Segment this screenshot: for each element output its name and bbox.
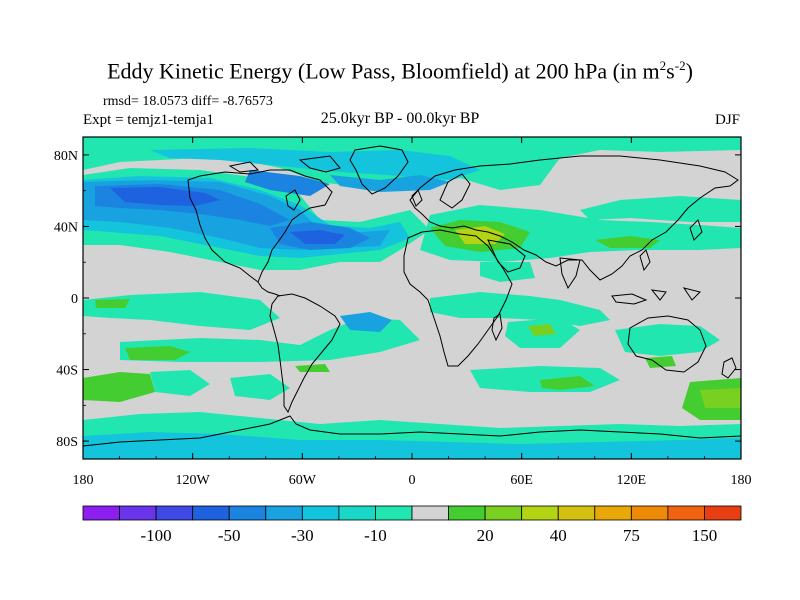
x-tick-label: 60W (289, 473, 317, 488)
x-tick-label: 120E (617, 473, 647, 488)
colorbar-swatch (155, 505, 194, 521)
colorbar-swatch (375, 505, 413, 521)
coastlines (83, 145, 741, 447)
coast-africa (403, 229, 513, 367)
x-tick-label: 60E (510, 473, 533, 488)
x-tick-label: 120W (176, 473, 211, 488)
field-layer (83, 137, 741, 459)
contour-sa-green2 (295, 364, 330, 372)
colorbar-swatch (338, 505, 376, 521)
colorbar-swatch (704, 505, 742, 521)
contour-tasman-lime (700, 388, 741, 408)
colorbar-label: 40 (550, 526, 567, 545)
coast-south-america (269, 293, 341, 414)
colorbar-swatch (82, 505, 120, 521)
coast-greenland (349, 145, 409, 195)
contour-trop-pacific-green (95, 299, 130, 308)
colorbar-swatch (448, 505, 486, 521)
coast-uk (411, 189, 423, 207)
axes: 180 120W 60W 0 60E 120E 180 80N 40N 0 40S 80S (54, 137, 752, 488)
colorbar-swatch (301, 505, 340, 521)
period-label: 25.0kyr BP - 00.0kyr BP (320, 110, 480, 127)
season-label: DJF (714, 112, 740, 128)
y-tick-label: 80S (56, 435, 78, 450)
contour-atl-blue (245, 170, 330, 196)
coast-se-asia-islands (611, 249, 701, 305)
x-tick-label: 180 (731, 473, 752, 488)
chart-title: Eddy Kinetic Energy (Low Pass, Bloomfiel… (107, 58, 693, 84)
colorbar-swatch (557, 505, 596, 521)
colorbar-label: -50 (218, 526, 241, 545)
colorbar-label: -10 (364, 526, 387, 545)
coast-north-america (187, 169, 333, 283)
contour-se-asia-green (595, 236, 660, 248)
colorbar-label: -100 (141, 526, 172, 545)
coast-europe-asia (409, 155, 739, 281)
colorbar-label: 20 (477, 526, 494, 545)
coast-antarctica (83, 415, 741, 447)
coast-arabia (487, 239, 526, 273)
colorbar-label: 75 (623, 526, 640, 545)
contour-trop-pacific (83, 292, 280, 330)
coast-scandinavia (439, 173, 471, 209)
coast-india (559, 257, 581, 290)
colorbar-swatch (484, 505, 523, 521)
contour-antarctic-inner (83, 432, 741, 459)
contour-na-core (290, 230, 345, 244)
stats-label: rmsd= 18.0573 diff= -8.76573 (103, 94, 273, 109)
contour-australia-teal (615, 324, 720, 356)
coast-madagascar (491, 313, 503, 342)
colorbar-label: 150 (692, 526, 718, 545)
experiment-label: Expt = temjz1-temja1 (83, 112, 214, 128)
colorbar: -100 -50 -30 -10 20 40 75 150 (82, 505, 742, 545)
contour-arctic-inner (150, 148, 480, 180)
colorbar-swatch (411, 505, 449, 521)
colorbar-swatch (265, 505, 303, 521)
x-tick-label: 180 (73, 473, 94, 488)
y-tick-label: 40N (54, 220, 78, 235)
colorbar-label: -30 (291, 526, 314, 545)
contour-sa-green (125, 346, 190, 360)
y-tick-label: 80N (54, 149, 78, 164)
coast-new-zealand (721, 357, 737, 379)
contour-sp-teal (150, 370, 210, 396)
colorbar-swatch (192, 505, 230, 521)
colorbar-swatch (228, 505, 267, 521)
contour-madagascar-lime (528, 324, 556, 336)
coast-arctic-islands (228, 155, 341, 173)
coast-central-america (257, 281, 281, 297)
contour-pacific-east (580, 196, 741, 222)
contour-australia-green (645, 356, 676, 368)
contour-indian-teal (430, 292, 610, 326)
contour-sp-green (83, 372, 155, 402)
y-tick-label: 40S (56, 364, 78, 379)
y-axis: 80N 40N 0 40S 80S (54, 149, 741, 450)
colorbar-swatch (594, 505, 632, 521)
coast-japan (689, 219, 703, 241)
coast-hudson-bay (285, 189, 301, 211)
contour-sa-teal (120, 318, 420, 362)
colorbar-swatch (667, 505, 705, 521)
coast-australia (627, 315, 707, 373)
contour-np-core (110, 187, 220, 206)
y-tick-label: 0 (71, 292, 78, 307)
contour-se-pacific-teal (230, 374, 290, 400)
contour-atlantic-sky (340, 312, 392, 332)
contour-mideast-lime (455, 226, 505, 244)
x-tick-label: 0 (409, 473, 416, 488)
colorbar-swatch (630, 505, 669, 521)
colorbar-swatch (119, 505, 157, 521)
x-axis: 180 120W 60W 0 60E 120E 180 (73, 137, 752, 488)
colorbar-swatch (521, 505, 559, 521)
contour-south-atl-green (540, 376, 595, 390)
